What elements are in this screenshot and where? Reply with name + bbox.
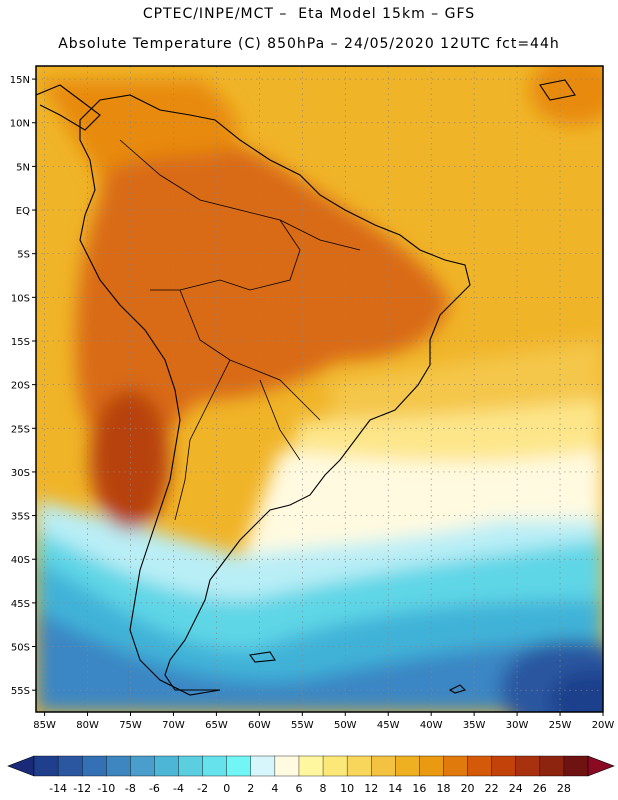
colorbar-label: 22 [485,782,499,795]
colorbar-swatch [298,755,324,777]
plot-frame [35,65,604,713]
internal-borders [119,139,361,521]
lon-label: 40W [420,720,443,731]
colorbar-label: 18 [436,782,450,795]
colorbar-label: 16 [412,782,426,795]
colorbar-label: 10 [340,782,354,795]
colorbar-swatch [250,755,276,777]
colorbar-swatch [130,755,155,777]
colorbar-swatch [322,755,348,777]
lat-label: 50S [11,643,30,654]
coastlines [36,79,576,696]
lon-label: 45W [377,720,400,731]
colorbar-swatch [33,755,59,777]
field-hot-land [76,130,450,521]
field-neutral-zone [240,450,603,570]
colorbar-label: -8 [125,782,136,795]
colorbar-swatch [226,755,252,777]
colorbar-label: -2 [197,782,208,795]
colorbar-swatch [274,755,300,777]
colorbar-swatch [395,755,420,777]
lat-label: 30S [11,468,30,479]
longitude-axis: 85W 80W 75W 70W 65W 60W 55W 50W 45W 40W 35W 30W 25W 2… [33,712,614,731]
lat-label: 40S [11,555,30,566]
field-hot-coast [40,80,239,180]
lat-label: 35S [11,512,30,523]
lat-label: EQ [16,206,30,217]
colorbar-swatch [443,755,469,777]
lat-label: 25S [11,424,30,435]
title-line-1: CPTEC/INPE/MCT – Eta Model 15km – GFS [142,6,476,22]
lon-label: 75W [119,720,142,731]
colorbar-swatch [346,755,372,777]
lon-label: 35W [463,720,486,731]
field-hot-northeast [530,66,603,125]
colorbar: -14 -12 -10 -8 -6 -4 -2 0 2 4 6 8 10 12 14 16 18 20 22 24 26… [7,755,615,795]
lon-label: 70W [162,720,185,731]
lon-label: 85W [33,720,56,731]
field-hot-core [90,390,170,530]
lat-label: 5S [17,250,30,261]
colorbar-swatch [202,755,228,777]
title-line-2: Absolute Temperature (C) 850hPa – 24/05/… [58,36,560,52]
colorbar-label: 14 [388,782,402,795]
central-america-coastline [36,84,101,131]
colorbar-label: 24 [509,782,523,795]
lon-label: 55W [291,720,314,731]
colorbar-label: -6 [149,782,160,795]
colorbar-swatch [81,755,107,777]
colorbar-label: 8 [320,782,327,795]
lon-label: 50W [334,720,357,731]
colorbar-swatch [491,755,517,777]
colorbar-label: 6 [295,782,302,795]
field-core-cold [550,670,603,712]
lon-label: 60W [248,720,271,731]
lon-label: 25W [549,720,572,731]
lat-lon-grid [36,66,603,712]
caribbean-islands [448,79,576,694]
colorbar-label: 0 [223,782,230,795]
lat-label: 10N [10,119,30,130]
lat-label: 10S [11,293,30,304]
colorbar-swatch [178,755,204,777]
colorbar-over-arrow [587,755,615,777]
colorbar-label: -12 [73,782,91,795]
falkland-islands [249,651,276,663]
lon-label: 65W [205,720,228,731]
lat-label: 20S [11,381,30,392]
south-america-coastline [79,94,471,696]
colorbar-label: -10 [97,782,115,795]
colorbar-swatch [154,755,180,777]
colorbar-swatch [515,755,541,777]
lon-label: 30W [506,720,529,731]
colorbar-swatch [57,755,83,777]
temperature-field [36,66,603,712]
lat-label: 55S [11,686,30,697]
colorbar-label: -14 [49,782,67,795]
colorbar-under-arrow [7,755,35,777]
lat-label: 5N [16,162,30,173]
colorbar-swatch [419,755,444,777]
colorbar-label: 20 [461,782,475,795]
colorbar-swatch [467,755,493,777]
colorbar-label: 2 [247,782,254,795]
colorbar-swatch [539,755,565,777]
lon-label: 20W [592,720,615,731]
latitude-axis: 15N 10N 5N EQ 5S 10S 15S 20S 25S 30S 35S 40S 45S 50S 5… [10,75,36,697]
colorbar-label: 26 [533,782,547,795]
colorbar-label: 12 [364,782,378,795]
lon-label: 80W [76,720,99,731]
colorbar-label: -4 [173,782,184,795]
lat-label: 15N [10,75,30,86]
colorbar-swatch [563,755,589,777]
lat-label: 45S [11,599,30,610]
colorbar-label: 28 [557,782,571,795]
lat-label: 15S [11,337,30,348]
colorbar-label: 4 [271,782,278,795]
colorbar-swatch [106,755,131,777]
colorbar-swatch [371,755,396,777]
